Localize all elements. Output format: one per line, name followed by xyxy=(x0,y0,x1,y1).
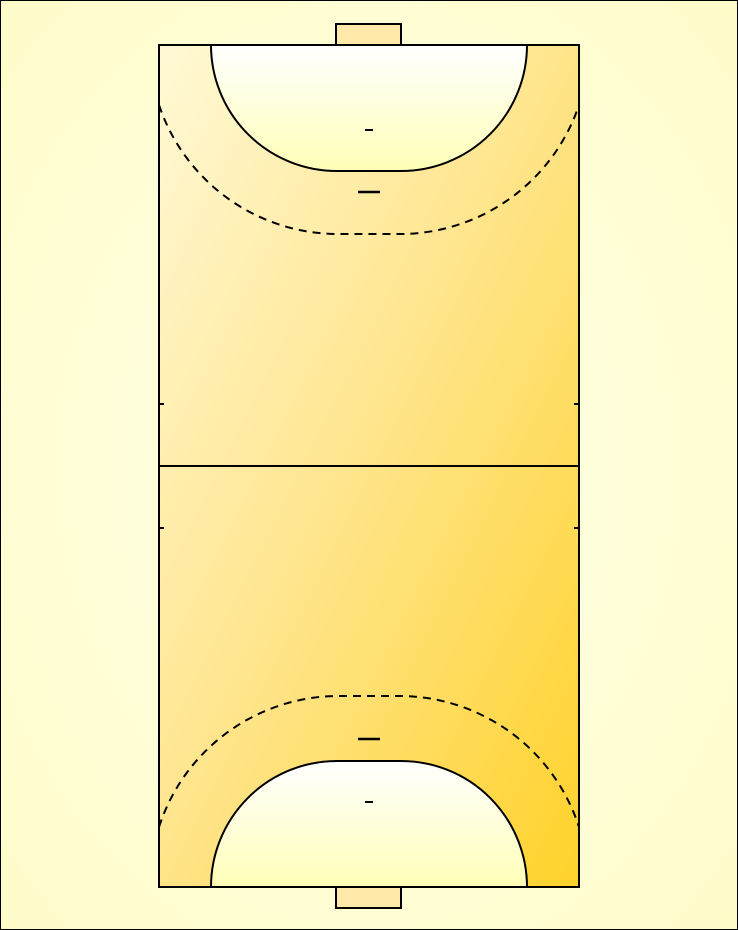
bottom-free-throw-line xyxy=(158,695,580,828)
bottom-goal xyxy=(335,886,402,909)
top-goal-area xyxy=(209,44,529,172)
top-goal xyxy=(335,23,402,46)
bottom-goal-area xyxy=(209,760,529,888)
top-free-throw-line xyxy=(158,104,580,235)
